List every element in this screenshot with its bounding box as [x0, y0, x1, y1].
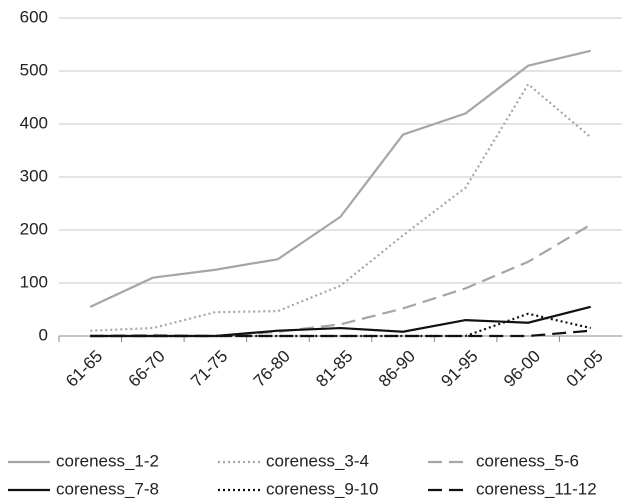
- x-tick-label: 76-80: [250, 347, 294, 391]
- series-line: [90, 305, 591, 338]
- legend-label: coreness_5-6: [476, 451, 579, 470]
- y-tick-label: 0: [39, 325, 48, 344]
- legend-label: coreness_1-2: [56, 451, 159, 470]
- legend-label: coreness_9-10: [266, 479, 378, 498]
- x-tick-label: 71-75: [187, 347, 231, 391]
- x-tick-label: 96-00: [500, 347, 544, 391]
- x-tick-label: 86-90: [375, 347, 419, 391]
- series-line: [90, 312, 591, 338]
- y-tick-label: 400: [20, 113, 48, 132]
- y-tick-label: 100: [20, 272, 48, 291]
- x-tick-label: 91-95: [437, 347, 481, 391]
- y-tick-label: 300: [20, 166, 48, 185]
- legend-label: coreness_11-12: [476, 479, 597, 498]
- y-tick-label: 200: [20, 219, 48, 238]
- x-tick-label: 81-85: [312, 347, 356, 391]
- x-tick-label: 66-70: [125, 347, 169, 391]
- x-tick-label: 61-65: [62, 347, 106, 391]
- legend-label: coreness_7-8: [56, 479, 159, 498]
- x-tick-label: 01-05: [563, 347, 607, 391]
- legend-label: coreness_3-4: [266, 451, 369, 470]
- y-tick-label: 600: [20, 7, 48, 26]
- series-line: [90, 82, 592, 332]
- series-line: [89, 49, 591, 308]
- y-tick-label: 500: [20, 60, 48, 79]
- series-line: [90, 223, 592, 338]
